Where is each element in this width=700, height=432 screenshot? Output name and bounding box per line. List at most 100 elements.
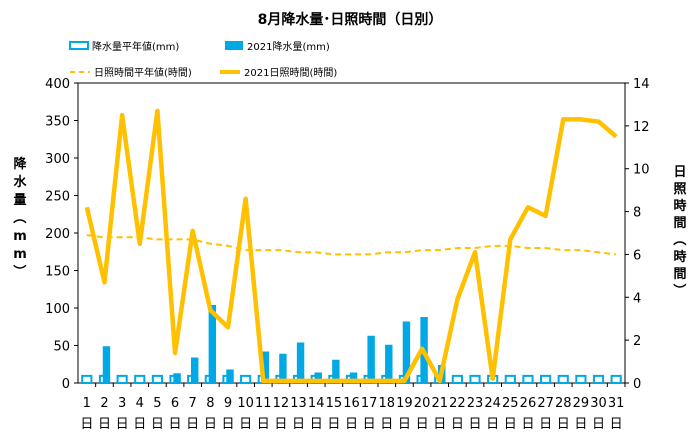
left-tick-label: 150 (45, 265, 70, 280)
x-tick-day-suffix: 日 (539, 417, 552, 432)
right-tick-label: 14 (633, 77, 650, 92)
axis-title-char: 照 (673, 182, 686, 197)
precip-2021-bar (332, 359, 340, 383)
precip-2021-bar (402, 321, 411, 383)
precip-2021-bar (226, 369, 234, 383)
tick-labels: 050100150200250300350400024681012141日2日3… (45, 77, 649, 432)
x-tick-day-suffix: 日 (398, 417, 411, 432)
x-tick-label: 25 (502, 396, 519, 411)
x-tick-day-suffix: 日 (433, 417, 446, 432)
x-tick-day-suffix: 日 (327, 417, 340, 432)
x-tick-label: 26 (520, 396, 537, 411)
legend-label-2021-precip: 2021降水量(mm) (247, 40, 330, 53)
x-tick-day-suffix: 日 (469, 417, 482, 432)
x-tick-day-suffix: 日 (116, 417, 129, 432)
x-tick-label: 16 (343, 396, 360, 411)
x-tick-label: 19 (396, 396, 413, 411)
axis-title-char: 水 (13, 174, 27, 190)
x-tick-label: 7 (189, 396, 197, 411)
precip-2021-bar (208, 305, 217, 383)
right-tick-label: 10 (633, 163, 650, 178)
x-tick-label: 2 (100, 396, 108, 411)
precip-2021-bar (261, 351, 269, 383)
normal-precip-bar (240, 374, 252, 384)
x-tick-label: 24 (484, 396, 501, 411)
legend-swatch-normal-precip (69, 41, 89, 50)
normal-precip-bar (134, 374, 146, 384)
left-axis-title-text: 降水量 （ mm ） (11, 156, 27, 278)
x-tick-day-suffix: 日 (610, 417, 623, 432)
normal-precip-bar (557, 374, 569, 384)
normal-precip-bar (151, 374, 163, 384)
left-tick-label: 400 (45, 77, 70, 92)
legend-item-2021-precip: 2021降水量(mm) (225, 40, 330, 53)
normal-precip-bar (504, 374, 516, 384)
x-tick-day-suffix: 日 (186, 417, 199, 432)
x-tick-day-suffix: 日 (521, 417, 534, 432)
x-tick-day-suffix: 日 (292, 417, 305, 432)
legend: 降水量平年値(mm) 2021降水量(mm) 日照時間平年値(時間) 2021日… (69, 40, 337, 79)
x-tick-label: 31 (608, 396, 625, 411)
x-tick-day-suffix: 日 (204, 417, 217, 432)
right-tick-label: 0 (633, 377, 641, 392)
x-tick-label: 10 (237, 396, 254, 411)
x-tick-day-suffix: 日 (451, 417, 464, 432)
x-tick-label: 4 (136, 396, 144, 411)
chart-title: 8月降水量･日照時間（日別） (258, 11, 443, 28)
right-tick-label: 2 (633, 334, 641, 349)
x-tick-label: 21 (431, 396, 448, 411)
legend-label-normal-precip: 降水量平年値(mm) (92, 40, 179, 53)
x-tick-day-suffix: 日 (363, 417, 376, 432)
x-tick-label: 13 (290, 396, 307, 411)
x-tick-day-suffix: 日 (169, 417, 182, 432)
normal-precip-bar (575, 374, 587, 384)
axis-title-char: ） (671, 283, 687, 296)
axis-title-char: m (13, 229, 27, 244)
precip-2021-bar (190, 357, 199, 383)
normal-precip-bar (451, 374, 463, 384)
x-tick-day-suffix: 日 (380, 417, 393, 432)
left-tick-label: 0 (62, 377, 70, 392)
x-tick-day-suffix: 日 (133, 417, 146, 432)
legend-swatch-2021-precip (225, 41, 243, 50)
normal-precip-bar (522, 374, 534, 384)
axis-title-char: 間 (673, 216, 686, 231)
axis-title-char: （ (11, 210, 27, 223)
axis-title-char: 日 (673, 165, 686, 180)
precip-2021-bar (296, 342, 305, 383)
x-tick-day-suffix: 日 (221, 417, 234, 432)
normal-precip-bar (540, 374, 552, 384)
x-tick-day-suffix: 日 (98, 417, 111, 432)
x-tick-day-suffix: 日 (257, 417, 270, 432)
x-tick-day-suffix: 日 (574, 417, 587, 432)
x-tick-label: 18 (379, 396, 396, 411)
right-tick-label: 4 (633, 291, 641, 306)
x-tick-label: 15 (326, 396, 343, 411)
legend-item-normal-sunshine: 日照時間平年値(時間) (70, 66, 192, 79)
x-tick-day-suffix: 日 (557, 417, 570, 432)
x-tick-label: 27 (537, 396, 554, 411)
sunshine-lines (84, 108, 618, 384)
left-tick-label: 50 (53, 340, 70, 355)
precip-2021-bar (279, 353, 287, 383)
normal-sunshine-line (86, 234, 617, 256)
left-axis-title: 降水量 （ mm ） (11, 156, 27, 278)
axis-title-char: ） (11, 264, 27, 277)
normal-precip-bar (116, 374, 128, 384)
axis-title-char: 量 (13, 193, 26, 208)
right-tick-label: 8 (633, 206, 641, 221)
axis-title-char: 時 (673, 249, 686, 265)
left-tick-label: 300 (45, 152, 70, 167)
axis-title-char: 時 (673, 198, 686, 214)
axis-title-char: m (13, 247, 27, 262)
legend-label-2021-sunshine: 2021日照時間(時間) (244, 67, 337, 79)
left-tick-label: 250 (45, 190, 70, 205)
x-tick-label: 17 (361, 396, 378, 411)
right-tick-label: 12 (633, 120, 650, 135)
left-tick-label: 200 (45, 227, 70, 242)
precip-2021-bar (173, 373, 181, 383)
right-axis-title-text: 日照時間（時間） (671, 165, 687, 297)
x-tick-label: 14 (308, 396, 325, 411)
